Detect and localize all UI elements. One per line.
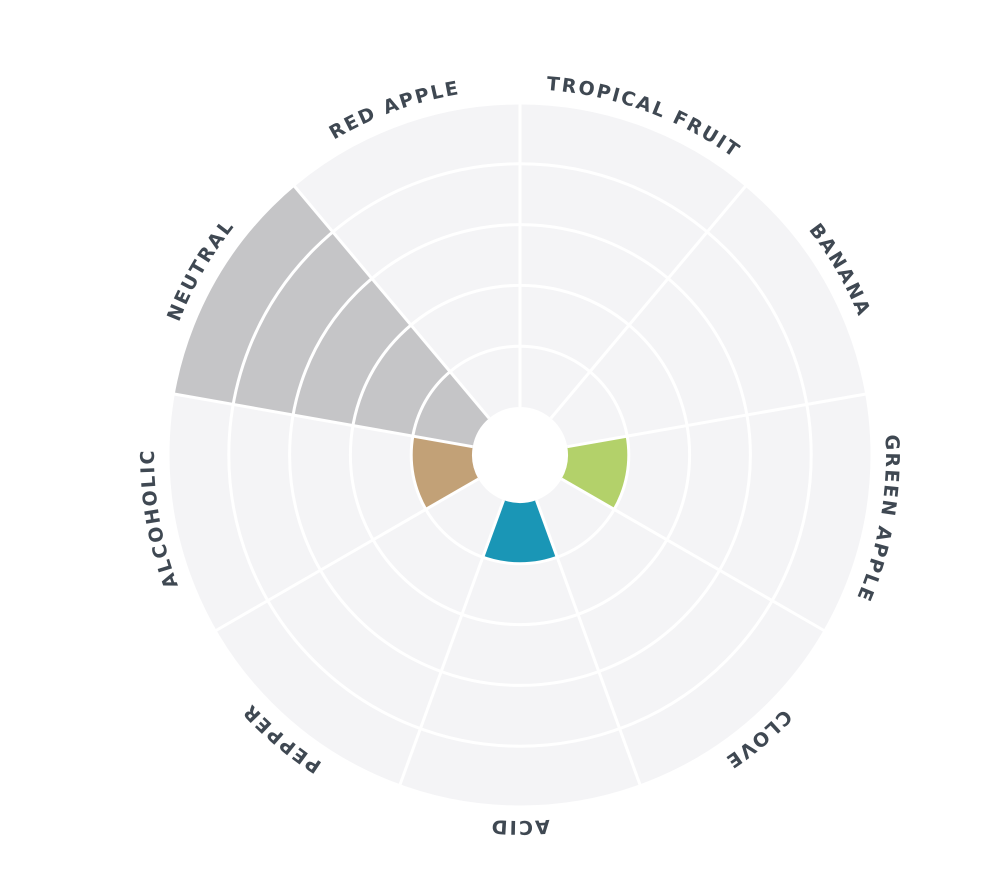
grid-spoke <box>173 392 473 449</box>
grid-spoke <box>560 477 826 633</box>
segment-acid <box>482 500 558 564</box>
grid-spoke <box>535 499 642 787</box>
grid-spoke <box>292 184 491 420</box>
category-label: ACID <box>489 815 550 838</box>
segment-green-apple <box>561 436 629 510</box>
grid-spoke <box>214 477 480 633</box>
grid-spoke <box>398 499 505 787</box>
center-hole <box>472 407 568 503</box>
segment-neutral <box>173 185 490 447</box>
grid-spoke <box>549 184 748 420</box>
segment-alcoholic <box>411 436 479 510</box>
grid-spoke <box>567 392 867 449</box>
